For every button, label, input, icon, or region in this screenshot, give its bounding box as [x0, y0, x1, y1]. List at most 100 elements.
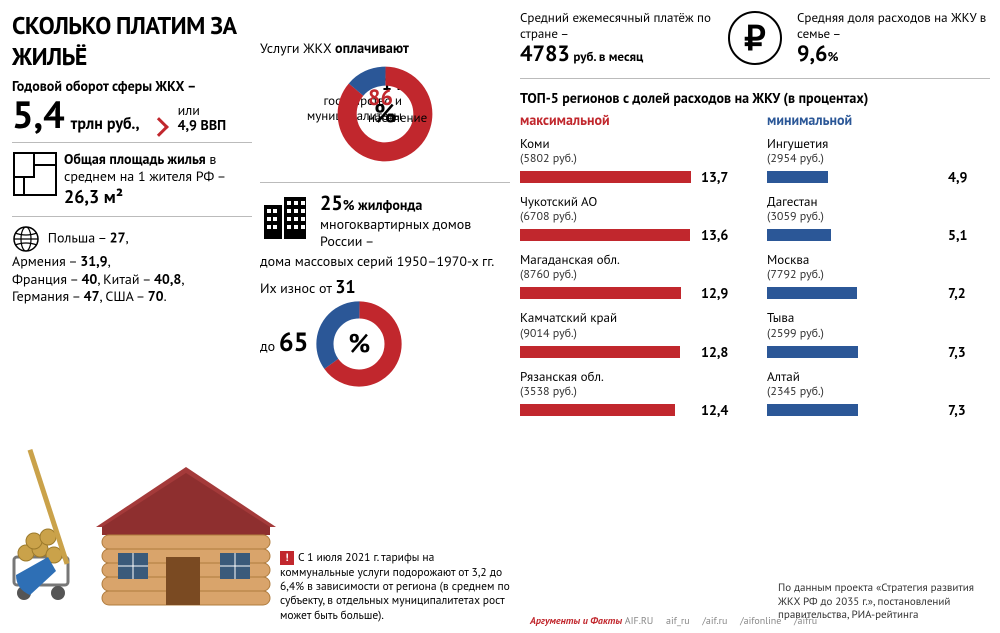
stock-caption: 25% жилфонда многоквартирных домов Росси… [320, 191, 510, 251]
bar-track [520, 229, 695, 241]
monthly-metric: Средний ежемесячный платёж по стране – 4… [520, 10, 713, 68]
footer-site: AIF.RU [625, 614, 654, 627]
top5-max-label: максимальной [520, 111, 743, 129]
bar-region: Алтай [767, 370, 990, 384]
bar-item: Коми(5802 руб.) 13,7 [520, 137, 743, 186]
bar-region: Москва [767, 253, 990, 267]
bar-item: Чукотский АО(6708 руб.) 13,6 [520, 195, 743, 244]
top5-min-col: минимальной Ингушетия(2954 руб.)4,9Дагес… [767, 111, 990, 428]
bar-sub: (3538 руб.) [520, 384, 743, 399]
bar-track [767, 404, 942, 416]
bar-item: Тыва(2599 руб.) 7,3 [767, 311, 990, 360]
footer-link: /aif.ru [702, 614, 727, 627]
stock-suffix: % жилфонда [343, 196, 423, 214]
bar-value: 12,8 [701, 343, 743, 361]
footer-link: /aifonline [740, 614, 781, 627]
bar-value: 13,6 [701, 226, 743, 244]
bar-value: 13,7 [701, 168, 743, 186]
wear-to-wrap: до 65 [260, 327, 308, 360]
chevron-right-icon [149, 117, 169, 137]
globe-icon [12, 225, 40, 253]
stock-value: 25 [320, 190, 343, 216]
bar-track [767, 171, 942, 183]
bar-item: Камчатский край(9014 руб.)12,8 [520, 311, 743, 360]
share-unit: % [828, 48, 839, 65]
bar-fill [520, 404, 675, 416]
bar-item: Москва(7792 руб.)7,2 [767, 253, 990, 302]
poland-val: 27 [110, 229, 126, 247]
share-label: Средняя доля расходов на ЖКУ в семье – [797, 9, 986, 42]
countries-block: Польша – 27, Армения – 31,9, Франция – 4… [12, 225, 252, 306]
bar-value: 12,9 [701, 284, 743, 302]
payers-pop-value: 86 [368, 84, 393, 112]
bar-fill [767, 229, 831, 241]
bar-region: Дагестан [767, 195, 990, 209]
payers-pop-text: население [368, 109, 427, 126]
bar-track [767, 346, 942, 358]
bar-item: Алтай(2345 руб.)7,3 [767, 370, 990, 419]
footer-link: /aifru [794, 614, 817, 627]
germany-val: 47 [84, 287, 100, 305]
bar-track [520, 404, 695, 416]
svg-text:₽: ₽ [744, 20, 766, 58]
bar-region: Рязанская обл. [520, 370, 743, 384]
bar-sub: (2954 руб.) [767, 151, 990, 166]
bar-value: 5,1 [948, 226, 990, 244]
wear-from: 31 [335, 275, 355, 298]
top5-min-label: минимальной [767, 111, 990, 129]
payers-title: Услуги ЖКХ оплачивают [260, 40, 510, 58]
bar-region: Чукотский АО [520, 195, 743, 209]
bar-fill [767, 287, 857, 299]
avg-area-prefix: Общая площадь жилья [64, 150, 206, 168]
bar-sub: (2599 руб.) [767, 326, 990, 341]
bar-value: 7,3 [948, 401, 990, 419]
stock-line3: дома массовых серий 1950–1970-х гг. [260, 253, 510, 271]
bar-region: Камчатский край [520, 311, 743, 325]
turnover-unit: трлн руб., [71, 116, 140, 134]
usa-val: 70 [148, 287, 164, 305]
bar-item: Дагестан(3059 руб.) 5,1 [767, 195, 990, 244]
divider [260, 182, 510, 183]
bar-sub: (5802 руб.) [520, 151, 743, 166]
wear-donut-chart: % [314, 299, 404, 389]
avg-area-value: 26,3 м² [64, 185, 123, 208]
warning-note: !С 1 июля 2021 г. тарифы на коммунальные… [280, 551, 510, 623]
ruble-icon: ₽ [727, 10, 783, 66]
floorplan-icon [12, 151, 58, 197]
bar-fill [520, 346, 680, 358]
bar-track [520, 171, 695, 183]
page-title: СКОЛЬКО ПЛАТИМ ЗА ЖИЛЬЁ [12, 10, 252, 72]
bar-fill [520, 287, 681, 299]
bar-value: 7,2 [948, 284, 990, 302]
bar-sub: (8760 руб.) [520, 267, 743, 282]
bar-value: 7,3 [948, 343, 990, 361]
bar-fill [520, 171, 691, 183]
metrics-header: Средний ежемесячный платёж по стране – 4… [520, 10, 990, 79]
bar-value: 12,4 [701, 401, 743, 419]
bar-item: Рязанская обл.(3538 руб.) 12,4 [520, 370, 743, 419]
wear-donut-center: % [348, 327, 370, 360]
bar-track [767, 229, 942, 241]
top5-max-col: максимальной Коми(5802 руб.) 13,7 Чукотски… [520, 111, 743, 428]
armenia-val: 31,9 [80, 252, 107, 270]
top5-title: ТОП-5 регионов с долей расходов на ЖКУ (… [520, 89, 990, 107]
divider [12, 142, 252, 143]
house-illustration [6, 407, 286, 627]
footer-link: aif_ru [666, 614, 690, 627]
share-metric: Средняя доля расходов на ЖКУ в семье – 9… [797, 10, 990, 68]
china-val: 40,8 [154, 270, 181, 288]
wear-to: 65 [279, 326, 308, 359]
bar-region: Коми [520, 137, 743, 151]
turnover-gdp: 4,9 ВВП [178, 116, 226, 134]
bar-region: Ингушетия [767, 137, 990, 151]
bar-region: Тыва [767, 311, 990, 325]
left-column: СКОЛЬКО ПЛАТИМ ЗА ЖИЛЬЁ Годовой оборот с… [12, 10, 252, 306]
share-value: 9,6 [797, 40, 828, 68]
wear-prefix: Их износ от [260, 279, 335, 297]
france-val: 40 [81, 270, 97, 288]
wear-to-prefix: до [260, 337, 279, 355]
top5-columns: максимальной Коми(5802 руб.) 13,7 Чукотски… [520, 111, 990, 428]
bar-sub: (6708 руб.) [520, 209, 743, 224]
footer-brand: Аргументы и Факты [530, 614, 622, 627]
bar-sub: (3059 руб.) [767, 209, 990, 224]
